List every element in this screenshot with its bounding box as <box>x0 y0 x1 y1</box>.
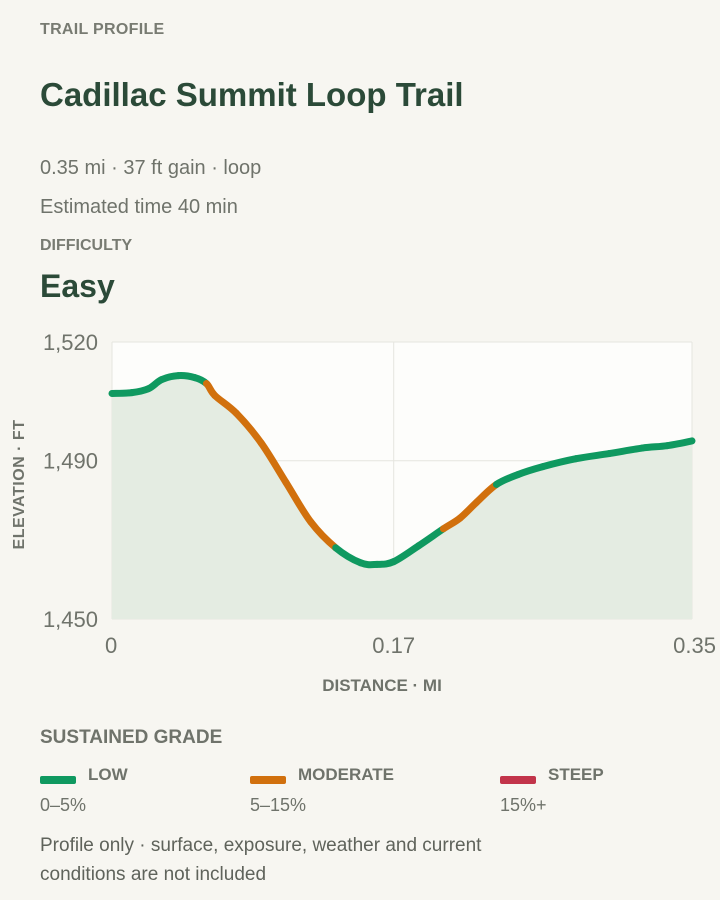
y-tick-label: 1,520 <box>43 330 98 355</box>
legend-swatch-steep <box>500 776 536 784</box>
elevation-segment-moderate <box>232 409 265 447</box>
elevation-segment-moderate <box>282 478 315 526</box>
x-tick-label: 0.17 <box>372 633 415 658</box>
legend-range-low: 0–5% <box>40 795 87 815</box>
y-axis-ticks: 1,450 1,490 1,520 <box>43 330 98 632</box>
y-axis-label: ELEVATION · FT <box>11 420 28 550</box>
elevation-line <box>108 372 696 569</box>
legend-name-low: LOW <box>88 765 128 784</box>
elevation-segment-moderate <box>257 439 290 486</box>
elevation-segment-low <box>638 442 671 452</box>
y-tick-label: 1,490 <box>43 449 98 474</box>
legend-name-steep: STEEP <box>548 765 604 784</box>
elevation-area <box>112 375 692 619</box>
trail-title: Cadillac Summit Loop Trail <box>40 76 464 113</box>
legend-swatch-moderate <box>250 776 286 784</box>
profile-disclaimer: Profile only · surface, exposure, weathe… <box>40 835 482 885</box>
x-tick-label: 0.35 <box>673 633 716 658</box>
section-eyebrow: TRAIL PROFILE <box>40 21 165 38</box>
legend-name-moderate: MODERATE <box>298 765 395 784</box>
estimated-time: Estimated time 40 min <box>40 196 238 218</box>
legend-range-moderate: 5–15% <box>250 795 307 815</box>
legend-range-steep: 15%+ <box>500 795 547 815</box>
x-axis-ticks: 0 0.17 0.35 <box>105 633 716 658</box>
x-axis-label: DISTANCE · MI <box>322 676 442 695</box>
difficulty-label: DIFFICULTY <box>40 237 133 254</box>
legend-title: SUSTAINED GRADE <box>40 727 223 748</box>
elevation-segment-low <box>663 437 696 450</box>
trail-stats: 0.35 mi · 37 ft gain · loop <box>40 157 262 179</box>
legend-swatch-low <box>40 776 76 784</box>
y-tick-label: 1,450 <box>43 607 98 632</box>
x-tick-label: 0 <box>105 633 117 658</box>
difficulty-value: Easy <box>40 268 115 304</box>
